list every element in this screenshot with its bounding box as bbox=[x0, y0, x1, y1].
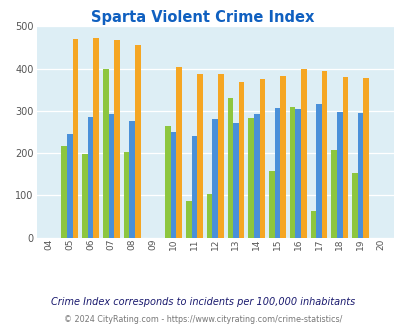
Bar bbox=[108, 114, 114, 238]
Bar bbox=[232, 123, 238, 238]
Bar bbox=[93, 38, 99, 238]
Bar bbox=[357, 114, 362, 238]
Text: Sparta Violent Crime Index: Sparta Violent Crime Index bbox=[91, 10, 314, 25]
Bar bbox=[279, 76, 285, 238]
Bar bbox=[217, 74, 223, 238]
Bar bbox=[129, 121, 134, 238]
Bar bbox=[134, 46, 140, 238]
Bar bbox=[87, 117, 93, 238]
Bar bbox=[336, 112, 342, 238]
Bar bbox=[269, 171, 274, 238]
Bar bbox=[342, 77, 347, 238]
Bar bbox=[321, 71, 327, 238]
Bar bbox=[191, 136, 197, 238]
Bar bbox=[310, 211, 315, 238]
Bar bbox=[227, 98, 232, 238]
Bar bbox=[185, 201, 191, 238]
Bar bbox=[61, 146, 67, 238]
Bar bbox=[362, 78, 368, 238]
Bar bbox=[124, 152, 129, 238]
Bar bbox=[114, 40, 119, 238]
Bar bbox=[274, 108, 279, 238]
Bar bbox=[212, 119, 217, 238]
Bar bbox=[102, 70, 108, 238]
Bar bbox=[259, 79, 264, 238]
Bar bbox=[176, 67, 181, 238]
Bar bbox=[197, 74, 202, 238]
Bar bbox=[206, 194, 212, 238]
Bar bbox=[330, 150, 336, 238]
Bar bbox=[295, 109, 301, 238]
Text: Crime Index corresponds to incidents per 100,000 inhabitants: Crime Index corresponds to incidents per… bbox=[51, 297, 354, 307]
Bar bbox=[171, 132, 176, 238]
Bar bbox=[253, 114, 259, 238]
Bar bbox=[72, 40, 78, 238]
Bar bbox=[238, 82, 244, 238]
Bar bbox=[165, 126, 171, 238]
Bar bbox=[67, 134, 72, 238]
Text: © 2024 CityRating.com - https://www.cityrating.com/crime-statistics/: © 2024 CityRating.com - https://www.city… bbox=[64, 315, 341, 324]
Bar bbox=[289, 107, 295, 238]
Bar bbox=[82, 154, 87, 238]
Bar bbox=[301, 70, 306, 238]
Bar bbox=[351, 173, 357, 238]
Bar bbox=[248, 118, 253, 238]
Bar bbox=[315, 104, 321, 238]
